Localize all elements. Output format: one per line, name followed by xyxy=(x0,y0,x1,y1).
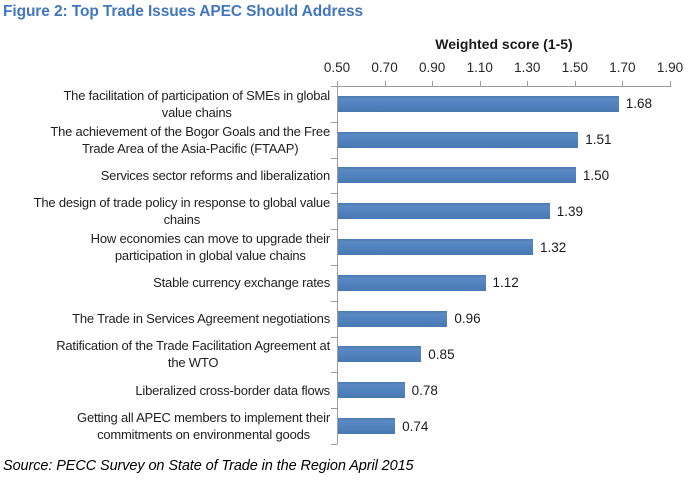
value-axis-tick-label: 0.70 xyxy=(371,60,398,75)
bar xyxy=(338,167,576,184)
bar-row: Ratification of the Trade Facilitation A… xyxy=(0,337,700,373)
category-label: The achievement of the Bogor Goals and t… xyxy=(50,123,330,156)
bar-cell: 0.96 xyxy=(337,310,700,327)
source-note: Source: PECC Survey on State of Trade in… xyxy=(3,458,414,474)
value-label: 0.96 xyxy=(454,311,481,327)
value-axis-tick-label: 1.30 xyxy=(514,60,541,75)
bar-row: Getting all APEC members to implement th… xyxy=(0,408,700,444)
value-label: 1.68 xyxy=(625,96,652,112)
value-axis-tick-label: 0.50 xyxy=(323,60,351,75)
category-label-cell: Liberalized cross-border data flows xyxy=(0,382,337,399)
category-label: The design of trade policy in response t… xyxy=(33,195,331,228)
bar-cell: 0.74 xyxy=(337,418,700,435)
value-axis-title: Weighted score (1-5) xyxy=(435,36,573,52)
bar-cell: 0.85 xyxy=(337,346,700,363)
value-axis-tick-label: 1.70 xyxy=(609,60,636,75)
value-axis-line xyxy=(337,86,671,87)
bar xyxy=(338,382,405,399)
bar-row: Stable currency exchange rates 1.12 xyxy=(0,265,700,301)
bar xyxy=(338,131,579,148)
bar-row: The Trade in Services Agreement negotiat… xyxy=(0,301,700,337)
bar-cell: 1.12 xyxy=(337,274,700,291)
value-axis-tick xyxy=(479,81,481,86)
bar-cell: 1.39 xyxy=(337,203,700,220)
category-label-cell: Ratification of the Trade Facilitation A… xyxy=(0,337,337,371)
category-axis-tick xyxy=(331,265,337,266)
category-axis-tick xyxy=(331,86,337,87)
value-axis-tick-label: 1.50 xyxy=(561,60,588,75)
category-label-cell: Getting all APEC members to implement th… xyxy=(0,409,337,443)
value-axis-tick xyxy=(622,81,624,86)
category-label-cell: Stable currency exchange rates xyxy=(0,274,337,291)
bar-row: The achievement of the Bogor Goals and t… xyxy=(0,122,700,158)
bar-row: Liberalized cross-border data flows 0.78 xyxy=(0,372,700,408)
value-label: 0.78 xyxy=(411,382,438,398)
value-label: 1.51 xyxy=(585,132,612,148)
value-axis-tick-label: 1.90 xyxy=(656,60,684,75)
value-axis-tick xyxy=(337,81,338,86)
bar-rows: The facilitation of participation of SME… xyxy=(0,86,700,444)
category-label-cell: The achievement of the Bogor Goals and t… xyxy=(0,123,337,157)
value-axis-tick xyxy=(527,81,529,86)
category-label: Services sector reforms and liberalizati… xyxy=(100,167,331,183)
category-axis-tick xyxy=(331,158,337,159)
bar xyxy=(338,239,533,256)
bar xyxy=(338,95,619,112)
value-label: 1.32 xyxy=(540,239,567,255)
category-axis-tick xyxy=(331,372,337,373)
category-axis-tick xyxy=(331,122,337,123)
category-label-cell: The design of trade policy in response t… xyxy=(0,194,337,228)
category-axis-tick xyxy=(331,301,337,302)
category-axis-tick xyxy=(331,229,337,230)
category-label: Stable currency exchange rates xyxy=(153,275,330,291)
bar xyxy=(338,203,550,220)
value-label: 1.50 xyxy=(582,167,610,183)
value-label: 1.39 xyxy=(556,203,583,219)
category-label: The Trade in Services Agreement negotiat… xyxy=(72,311,330,327)
value-label: 0.74 xyxy=(402,418,429,434)
category-label-cell: The facilitation of participation of SME… xyxy=(0,87,337,121)
bar xyxy=(338,418,396,435)
category-label: Getting all APEC members to implement th… xyxy=(77,410,330,443)
category-label: Ratification of the Trade Facilitation A… xyxy=(56,338,330,371)
value-label: 1.12 xyxy=(492,275,519,291)
bar-row: The design of trade policy in response t… xyxy=(0,193,700,229)
bar-cell: 1.50 xyxy=(337,167,700,184)
category-axis-tick xyxy=(331,408,337,409)
bar-cell: 1.68 xyxy=(337,95,700,112)
category-label-cell: Services sector reforms and liberalizati… xyxy=(0,167,337,184)
bar-cell: 1.32 xyxy=(337,239,700,256)
value-label: 0.85 xyxy=(428,346,455,362)
category-axis-tick xyxy=(331,337,337,338)
value-axis-tick xyxy=(432,81,434,86)
value-axis-tick xyxy=(384,81,386,86)
value-axis-tick-label: 1.10 xyxy=(466,60,493,75)
bar-cell: 1.51 xyxy=(337,131,700,148)
value-axis-tick xyxy=(574,81,576,86)
value-axis-tick xyxy=(670,81,671,86)
bar-cell: 0.78 xyxy=(337,382,700,399)
bar-row: The facilitation of participation of SME… xyxy=(0,86,700,122)
bar-row: How economies can move to upgrade their … xyxy=(0,229,700,265)
category-axis-line xyxy=(337,86,338,444)
category-label: How economies can move to upgrade their … xyxy=(90,231,331,264)
bar xyxy=(338,274,486,291)
category-axis-tick xyxy=(331,444,337,445)
bar-row: Services sector reforms and liberalizati… xyxy=(0,158,700,194)
category-label: The facilitation of participation of SME… xyxy=(63,87,330,120)
category-label-cell: How economies can move to upgrade their … xyxy=(0,230,337,264)
bar xyxy=(338,310,448,327)
bar xyxy=(338,346,422,363)
value-axis-tick-label: 0.90 xyxy=(419,60,446,75)
category-label-cell: The Trade in Services Agreement negotiat… xyxy=(0,310,337,327)
figure-title: Figure 2: Top Trade Issues APEC Should A… xyxy=(3,3,364,20)
category-label: Liberalized cross-border data flows xyxy=(135,382,330,398)
category-axis-tick xyxy=(331,193,337,194)
